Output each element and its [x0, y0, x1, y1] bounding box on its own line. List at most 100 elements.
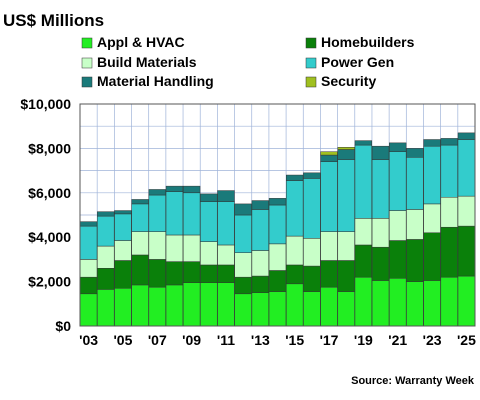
bar-segment	[268, 270, 287, 292]
bar-segment	[251, 200, 269, 210]
y-tick-label: $0	[55, 318, 71, 334]
bar-segment	[268, 291, 287, 327]
bar-segment	[423, 145, 441, 205]
plot-frame	[79, 103, 476, 327]
bar-segment	[406, 239, 424, 282]
x-tick-label: '19	[354, 332, 373, 348]
bar-segment	[182, 282, 201, 327]
x-tick-label: '15	[285, 332, 304, 348]
bar-segment	[79, 225, 98, 260]
x-tick-label: '21	[388, 332, 407, 348]
bar-segment	[114, 240, 132, 261]
bar-segment	[354, 140, 373, 146]
bar-segment	[371, 246, 390, 281]
bar-segment	[251, 209, 269, 251]
bar-segment	[79, 221, 98, 227]
bar-segment	[114, 210, 132, 215]
bar-segment	[457, 139, 476, 197]
bar-segment	[303, 172, 321, 179]
bar-segment	[371, 159, 390, 219]
bar-segment	[148, 189, 166, 196]
bar-segment	[371, 145, 390, 160]
bar-segment	[389, 240, 407, 279]
bar-segment	[337, 149, 355, 160]
legend-label: Build Materials	[97, 54, 197, 70]
bar-segment	[97, 289, 115, 327]
bar-segment	[337, 291, 355, 327]
legend-label: Homebuilders	[321, 34, 415, 50]
source-note: Source: Warranty Week	[351, 375, 475, 387]
bar-segment	[389, 210, 407, 241]
bar-segment	[251, 292, 269, 327]
legend: Appl & HVAC Homebuilders Build Materials Po…	[81, 34, 415, 89]
bar-segment	[148, 194, 166, 232]
bar-segment	[97, 215, 115, 247]
bar-segment	[406, 148, 424, 158]
bar-segment	[406, 209, 424, 240]
bar-segment	[200, 282, 218, 327]
bar-segment	[286, 180, 304, 237]
bar-segment	[320, 231, 338, 261]
bar-segment	[234, 214, 252, 253]
legend-swatch	[81, 57, 93, 69]
bar-segment	[234, 252, 252, 278]
bar-segment	[389, 142, 407, 152]
bar-segment	[320, 286, 338, 327]
bar-segment	[182, 261, 201, 283]
bar-segment	[268, 204, 287, 245]
bar-segment	[354, 276, 373, 327]
bar-segment	[406, 281, 424, 327]
bar-segment	[217, 244, 235, 266]
bar-segment	[79, 259, 98, 278]
x-tick-label: '09	[182, 332, 201, 348]
bar-segment	[440, 144, 458, 198]
y-tick-label: $6,000	[28, 185, 71, 201]
bar-segment	[440, 226, 458, 278]
bar-segment	[268, 243, 287, 271]
x-tick-label: '23	[423, 332, 442, 348]
bar-segment	[131, 203, 149, 232]
x-tick-label: '03	[79, 332, 98, 348]
legend-swatch	[305, 37, 317, 49]
bar-segment	[320, 151, 338, 156]
bar-segment	[354, 244, 373, 278]
bars	[79, 132, 476, 327]
bar-segment	[440, 196, 458, 228]
bar-segment	[165, 191, 184, 236]
bar-segment	[303, 178, 321, 239]
legend-swatch	[305, 76, 317, 88]
bar-segment	[217, 282, 235, 327]
bar-segment	[440, 138, 458, 146]
bar-segment	[114, 260, 132, 289]
x-tick-label: '07	[148, 332, 167, 348]
legend-swatch	[81, 76, 93, 88]
x-tick-label: '05	[113, 332, 132, 348]
y-axis: $0 $2,000 $4,000 $6,000 $8,000 $10,000	[20, 96, 71, 334]
y-tick-label: $10,000	[20, 96, 71, 112]
bar-segment	[217, 190, 235, 202]
bar-segment	[423, 203, 441, 234]
bar-segment	[165, 234, 184, 262]
bar-segment	[389, 151, 407, 211]
bar-segment	[131, 199, 149, 205]
legend-swatch	[81, 37, 93, 49]
bar-segment	[337, 159, 355, 232]
bar-segment	[371, 218, 390, 248]
bar-segment	[457, 132, 476, 140]
bar-segment	[182, 234, 201, 262]
bar-segment	[200, 241, 218, 266]
bar-segment	[320, 260, 338, 288]
bar-segment	[131, 284, 149, 327]
bar-segment	[97, 245, 115, 269]
bar-segment	[251, 250, 269, 277]
bar-segment	[286, 283, 304, 327]
bar-segment	[79, 293, 98, 327]
x-tick-label: '25	[457, 332, 476, 348]
bar-segment	[114, 213, 132, 241]
bar-segment	[97, 211, 115, 217]
y-tick-label: $4,000	[28, 229, 71, 245]
legend-label: Material Handling	[97, 73, 214, 89]
bar-segment	[337, 231, 355, 261]
bar-segment	[165, 261, 184, 286]
bar-segment	[114, 288, 132, 327]
